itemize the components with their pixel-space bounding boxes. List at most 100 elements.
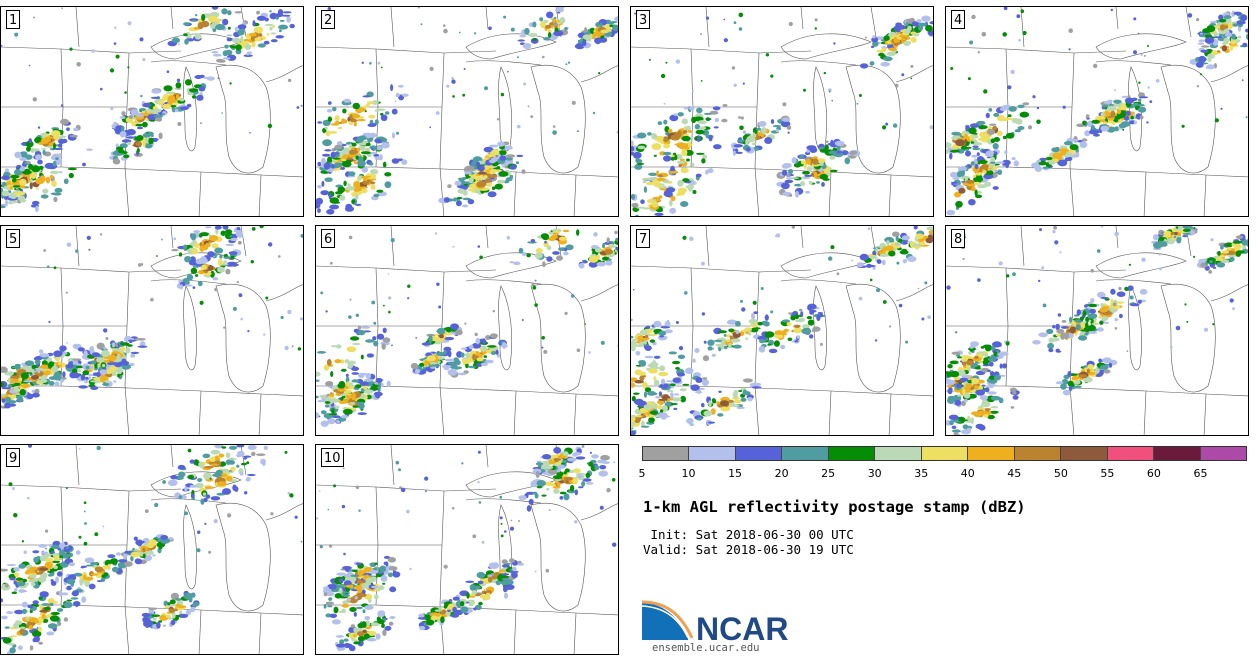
map-boundary [265,65,303,83]
reflectivity-cell [444,336,455,341]
reflectivity-cell [1231,23,1239,27]
reflectivity-cell [86,564,95,567]
reflectivity-cell [1,615,8,620]
reflectivity-cell [981,401,991,408]
reflectivity-cell [430,361,438,365]
reflectivity-cell [317,399,326,403]
reflectivity-cell [546,256,553,262]
reflectivity-cell [110,558,118,565]
reflectivity-cell [788,169,794,174]
map-boundary [183,285,198,371]
reflectivity-cell [142,547,146,553]
reflectivity-cell [1096,327,1104,332]
reflectivity-cell [723,345,728,350]
reflectivity-cell [317,208,321,214]
reflectivity-cell [1005,132,1015,139]
reflectivity-cell [42,188,49,194]
reflectivity-cell [199,232,210,237]
reflectivity-cell [506,236,511,240]
map-boundary [183,504,198,590]
reflectivity-cell [592,111,596,115]
reflectivity-cell [677,112,684,117]
reflectivity-cell [96,357,105,363]
reflectivity-cell [171,37,181,44]
reflectivity-cell [831,100,833,102]
reflectivity-cell [680,395,686,403]
reflectivity-cell [983,414,989,418]
reflectivity-cell [376,333,385,340]
map-boundary [800,7,804,30]
reflectivity-cell [192,286,196,289]
reflectivity-cell [819,313,824,317]
reflectivity-cell [872,251,877,256]
reflectivity-cell [806,166,812,172]
reflectivity-cell [65,291,68,294]
reflectivity-cell [543,349,548,354]
reflectivity-cell [1091,322,1100,325]
reflectivity-cell [505,154,516,158]
reflectivity-cell [476,357,484,362]
reflectivity-cell [316,351,327,354]
reflectivity-cell [14,151,22,159]
reflectivity-cell [331,415,341,419]
reflectivity-cell [316,379,320,382]
reflectivity-cell [702,377,708,380]
reflectivity-cell [675,367,680,370]
reflectivity-cell [121,111,126,116]
reflectivity-cell [34,370,44,377]
reflectivity-cell [331,392,335,398]
reflectivity-cell [333,157,341,160]
reflectivity-cell [78,385,88,389]
reflectivity-cell [346,397,350,401]
reflectivity-cell [1222,250,1230,254]
reflectivity-cell [1104,110,1109,116]
reflectivity-cell [667,128,673,133]
reflectivity-cell [953,376,961,381]
reflectivity-cell [38,641,43,645]
reflectivity-cell [467,188,478,192]
reflectivity-cell [708,134,713,142]
reflectivity-cell [720,341,725,346]
reflectivity-cell [554,16,557,20]
reflectivity-cell [1073,385,1083,388]
map-boundary [390,226,395,267]
reflectivity-cell [144,131,154,137]
reflectivity-cell [729,335,733,339]
reflectivity-cell [86,148,93,151]
reflectivity-cell [330,398,340,403]
reflectivity-cell [666,389,674,393]
reflectivity-cell [634,398,644,406]
reflectivity-cell [49,615,60,622]
reflectivity-cell [692,190,697,194]
reflectivity-cell [376,189,384,193]
reflectivity-cell [735,330,740,334]
reflectivity-cell [697,120,707,125]
reflectivity-cell [323,162,331,170]
reflectivity-cell [1002,32,1007,37]
reflectivity-cell [507,70,509,73]
reflectivity-cell [6,611,14,615]
map-boundary [485,7,489,30]
reflectivity-cell [764,137,773,144]
reflectivity-cell [291,345,294,348]
reflectivity-cell [355,194,359,200]
reflectivity-cell [180,106,189,111]
reflectivity-cell [632,151,642,159]
reflectivity-cell [130,551,140,558]
reflectivity-cell [961,374,971,379]
reflectivity-cell [349,402,356,405]
reflectivity-cell [63,617,69,622]
reflectivity-cell [648,177,656,180]
reflectivity-cell [211,51,219,54]
reflectivity-cell [1163,230,1173,238]
reflectivity-cell [876,288,881,293]
reflectivity-cell [415,336,418,339]
reflectivity-cell [695,129,705,135]
reflectivity-cell [351,372,359,375]
reflectivity-cell [631,414,636,418]
reflectivity-cell [742,378,753,383]
reflectivity-cell [901,248,908,253]
reflectivity-cell [663,155,672,162]
reflectivity-cell [47,357,53,363]
reflectivity-cell [326,359,332,366]
